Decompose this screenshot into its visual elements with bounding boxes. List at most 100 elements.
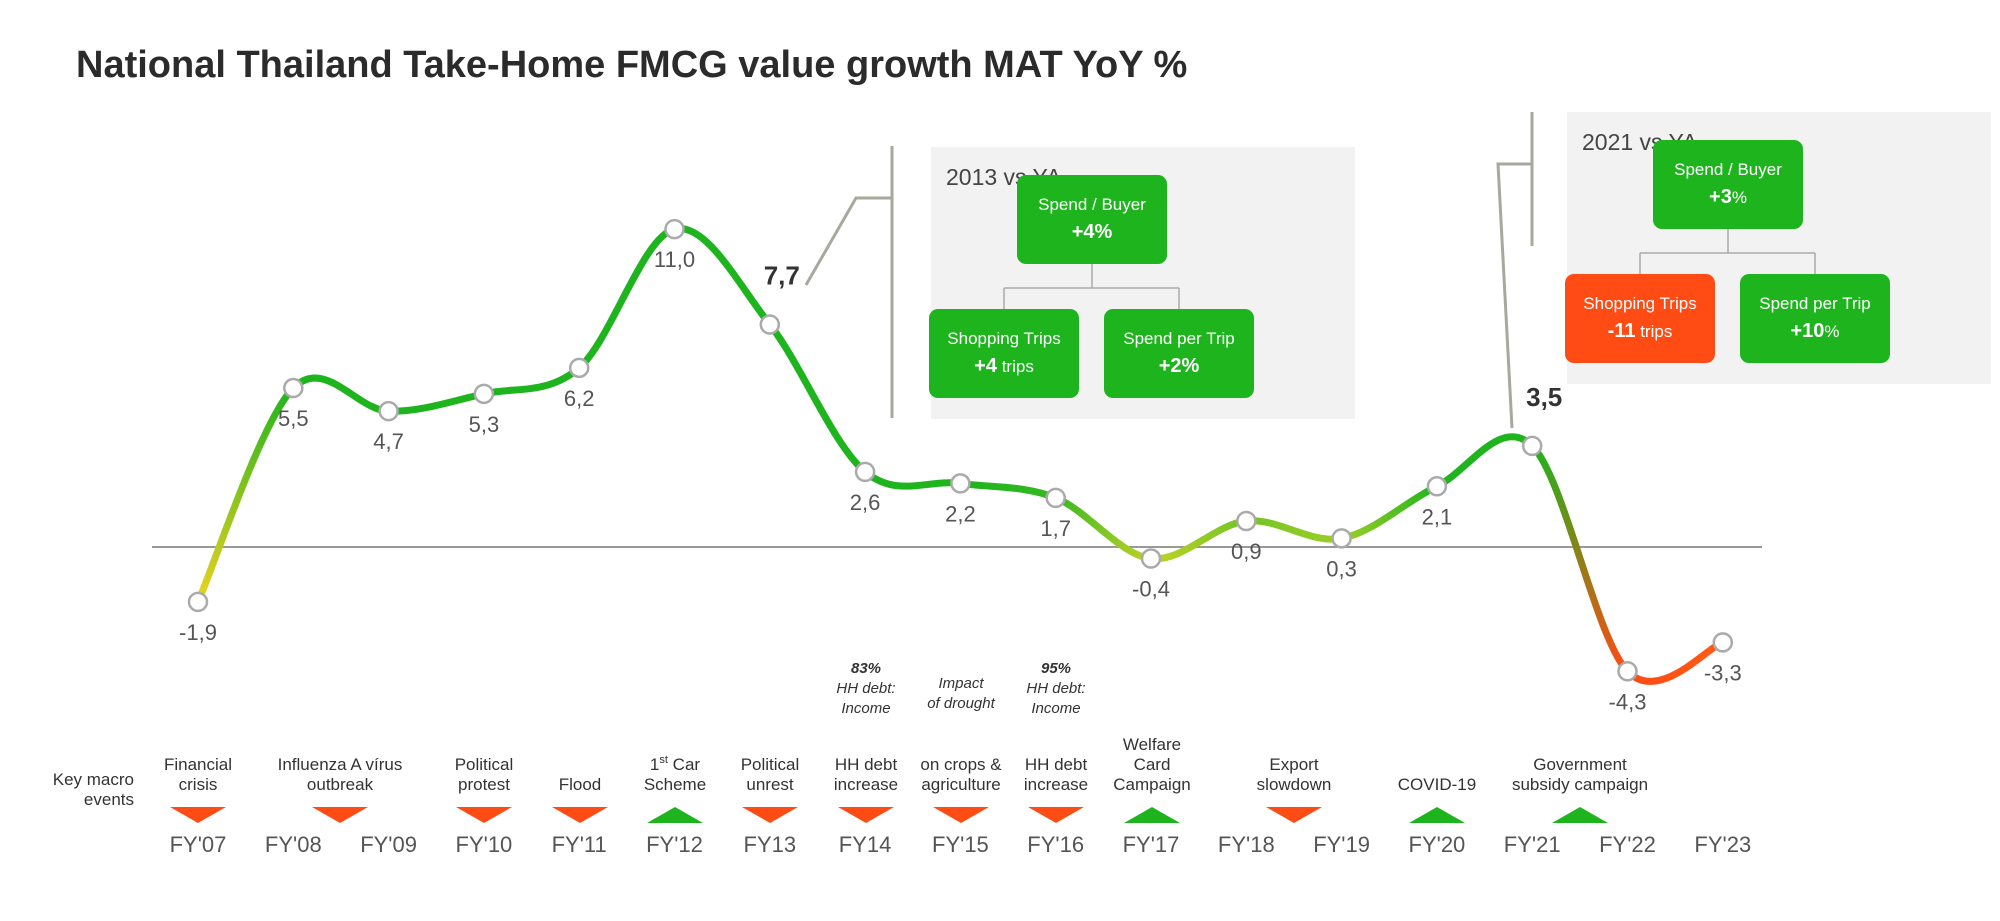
callout-line-2013: [804, 196, 892, 286]
value-label: 2,2: [945, 501, 976, 526]
spend-per-trip-box: [1740, 274, 1890, 363]
event-label: slowdown: [1257, 775, 1332, 794]
shopping-trips-value: +4 trips: [974, 355, 1034, 377]
line-segment-0: [194, 384, 297, 606]
line-segment-5: [671, 225, 774, 328]
shopping-trips-label: Shopping Trips: [1583, 294, 1696, 313]
data-point: [473, 383, 495, 405]
data-point: [854, 461, 876, 483]
shopping-trips-value: -11 trips: [1608, 320, 1673, 342]
event-label: Card: [1134, 755, 1171, 774]
event-label: COVID-19: [1398, 775, 1476, 794]
line-segment-8: [956, 479, 1060, 502]
value-label: 2,6: [850, 490, 881, 515]
x-tick-label: FY'07: [170, 832, 227, 857]
event-label: Political: [455, 755, 514, 774]
line-segment-4: [575, 225, 678, 372]
shopping-trips-box: [1565, 274, 1715, 363]
x-tick-label: FY'17: [1123, 832, 1180, 857]
data-point: [1236, 510, 1257, 532]
spend-per-buyer-value: +4%: [1072, 221, 1113, 243]
spend-per-trip-label: Spend per Trip: [1759, 294, 1871, 313]
event-label: Government: [1533, 755, 1627, 774]
data-points: [187, 218, 1734, 682]
data-point: [568, 357, 590, 379]
event-label: Welfare: [1123, 735, 1181, 754]
event-label: crisis: [179, 775, 218, 794]
line-segment-2: [385, 390, 488, 415]
negative-event-marker: [933, 807, 989, 823]
data-point: [950, 473, 971, 494]
events-row-label: events: [84, 790, 134, 809]
value-labels: -1,9 5,5 4,7 5,3 6,2 11,0 7,7 2,6 2,2 1,7 -0,4 0,9 0…: [179, 247, 1742, 714]
event-note: Income: [1031, 700, 1080, 717]
x-tick-label: FY'21: [1504, 832, 1561, 857]
line-segment-13: [1433, 433, 1536, 490]
negative-event-marker: [552, 807, 608, 823]
shopping-trips-label: Shopping Trips: [947, 329, 1060, 348]
x-tick-label: FY'10: [456, 832, 513, 857]
data-point: [1521, 435, 1543, 457]
event-label: increase: [1024, 775, 1088, 794]
data-point: [378, 400, 399, 422]
x-tick-label: FY'11: [552, 832, 607, 857]
value-label: 11,0: [654, 247, 695, 272]
x-tick-label: FY'22: [1599, 832, 1656, 857]
spend-per-buyer-value: +3%: [1709, 186, 1747, 208]
event-label: outbreak: [307, 775, 374, 794]
page-title: National Thailand Take-Home FMCG value g…: [76, 44, 1188, 86]
spend-per-trip-value: +10%: [1790, 320, 1839, 342]
value-label: 1,7: [1040, 516, 1071, 541]
event-label: HH debt: [1025, 755, 1088, 774]
x-tick-label: FY13: [744, 832, 797, 857]
event-note: Impact: [938, 675, 984, 692]
data-point: [1712, 632, 1734, 653]
value-label: -3,3: [1704, 660, 1742, 685]
value-label: 0,9: [1231, 539, 1262, 564]
event-label: Scheme: [644, 775, 706, 794]
event-note: 83%: [851, 660, 881, 677]
event-note: 95%: [1041, 660, 1071, 677]
positive-event-marker: [1552, 807, 1608, 823]
negative-event-marker: [1028, 807, 1084, 823]
x-tick-label: FY'18: [1218, 832, 1275, 857]
event-label: agriculture: [921, 775, 1000, 794]
spend-per-buyer-box: [1653, 140, 1803, 229]
line-segment-11: [1242, 517, 1346, 543]
spend-per-trip-value: +2%: [1159, 355, 1200, 377]
data-point: [1617, 661, 1638, 682]
event-label: Export: [1269, 755, 1318, 774]
negative-event-marker: [838, 807, 894, 823]
event-note: of drought: [927, 695, 995, 712]
negative-event-marker: [1266, 807, 1322, 823]
x-tick-label: FY'12: [646, 832, 703, 857]
value-label: -0,4: [1132, 577, 1170, 602]
x-tick-label: FY14: [839, 832, 892, 857]
callout-line-2021: [1496, 162, 1532, 429]
event-label: protest: [458, 775, 510, 794]
line-segment-14: [1528, 442, 1631, 675]
event-label: unrest: [746, 775, 794, 794]
x-tick-label: FY'08: [265, 832, 322, 857]
spend-per-buyer-box: [1017, 175, 1167, 264]
positive-event-marker: [1409, 807, 1465, 823]
event-label: Political: [741, 755, 800, 774]
negative-event-marker: [312, 807, 368, 823]
value-label: 6,2: [564, 386, 595, 411]
data-point: [664, 218, 685, 240]
event-label: subsidy campaign: [1512, 775, 1648, 794]
event-label: increase: [834, 775, 898, 794]
line-segment-7: [861, 468, 964, 490]
x-tick-label: FY'09: [360, 832, 417, 857]
value-label: 5,5: [278, 406, 309, 431]
x-tick-label: FY'15: [932, 832, 989, 857]
value-label: 2,1: [1422, 504, 1453, 529]
line-segment-1: [289, 374, 393, 415]
line-segment-3: [480, 364, 583, 398]
shopping-trips-box: [929, 309, 1079, 398]
value-label: 3,5: [1526, 382, 1562, 412]
x-tick-label: FY'19: [1313, 832, 1370, 857]
